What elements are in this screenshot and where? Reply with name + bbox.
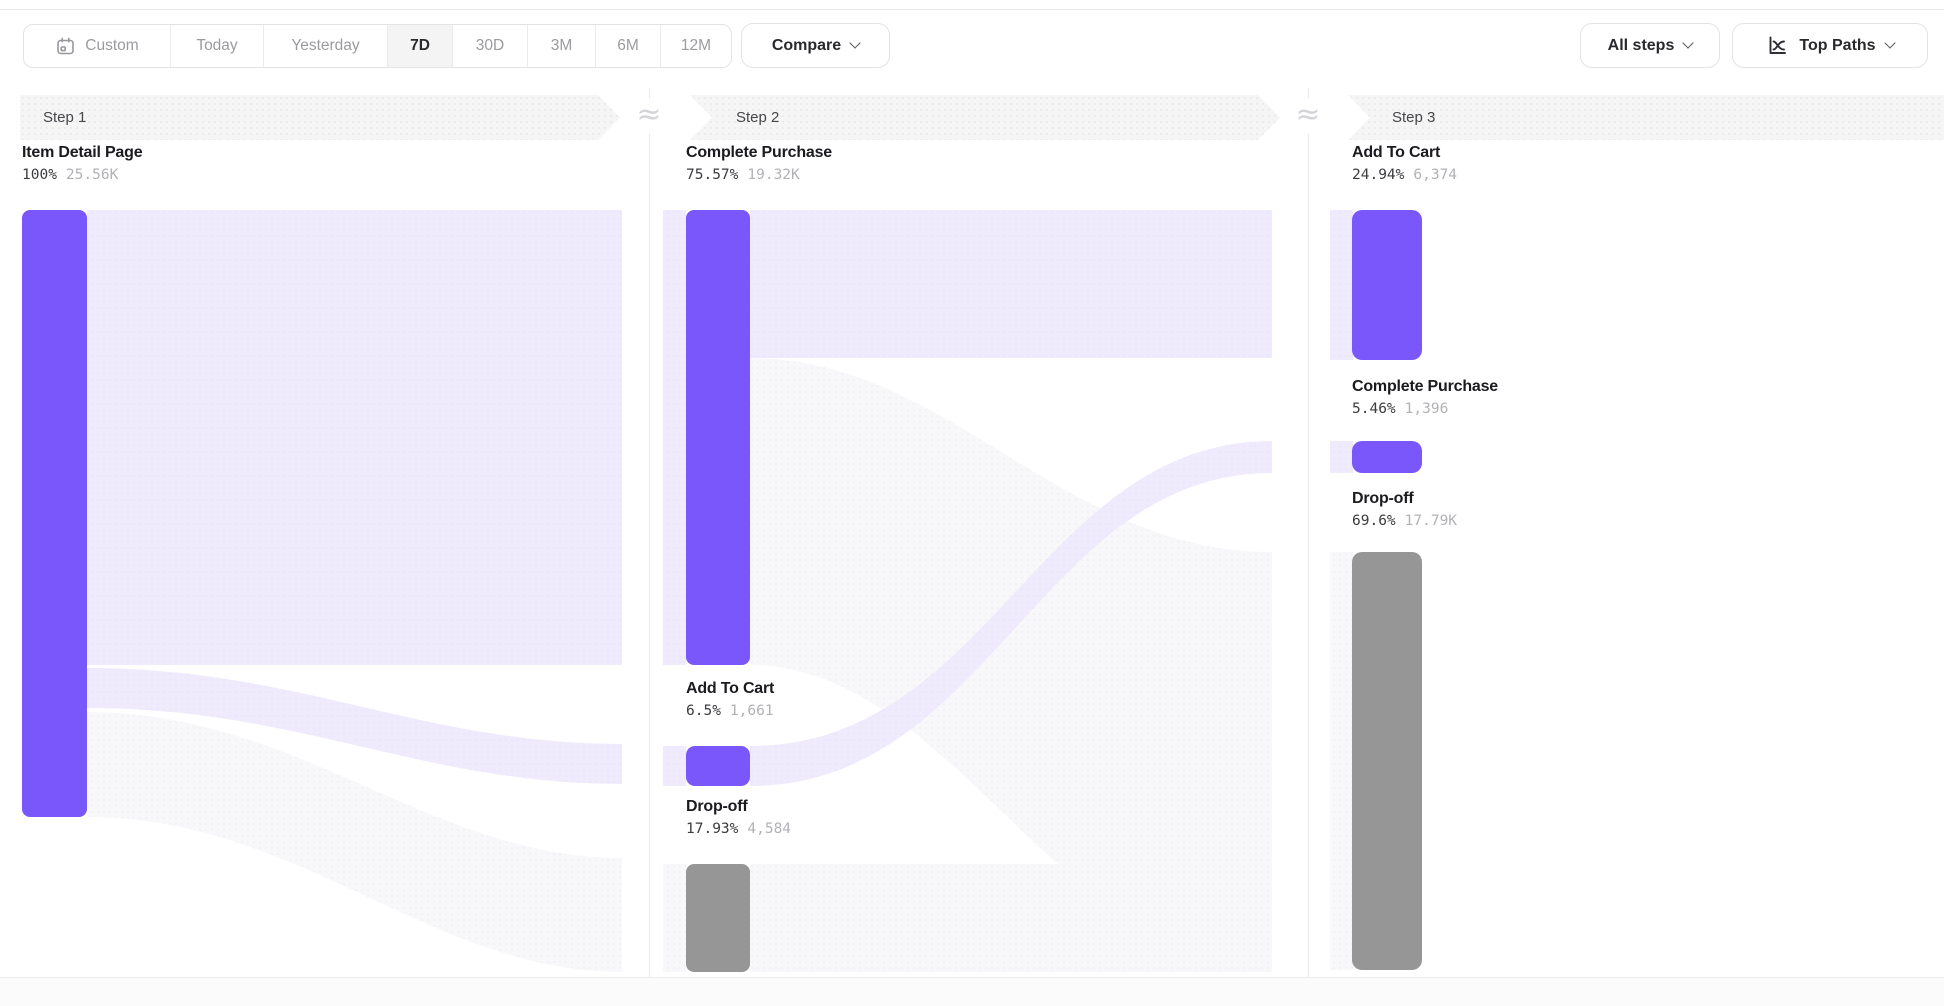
node-label-add-to-cart-2: Add To Cart 6.5% 1,661 (686, 680, 774, 719)
node-label-item-detail-page: Item Detail Page 100% 25.56K (22, 144, 143, 183)
node-label-add-to-cart-3: Add To Cart 24.94% 6,374 (1352, 144, 1457, 183)
date-range-yesterday[interactable]: Yesterday (264, 25, 388, 67)
top-paths-icon (1766, 34, 1789, 57)
date-range-label: 3M (550, 37, 573, 54)
flow-dropoff2-continuation (750, 864, 1272, 972)
all-steps-dropdown[interactable]: All steps (1580, 23, 1720, 68)
node-percent: 6.5% (686, 703, 721, 719)
step-2-header: Step 2 (736, 109, 780, 126)
date-range-control: Custom Today Yesterday 7D 30D 3M 6M 12M (23, 24, 732, 68)
all-steps-label: All steps (1607, 36, 1675, 54)
node-name: Complete Purchase (1352, 378, 1498, 395)
date-range-label: 6M (617, 37, 639, 54)
flow-cp2-to-dropoff3 (750, 358, 1272, 967)
connector-atc2 (663, 746, 686, 786)
connector-dropoff3 (1330, 552, 1353, 970)
date-range-label: Today (196, 37, 238, 54)
date-range-6m[interactable]: 6M (596, 25, 661, 67)
node-name: Add To Cart (686, 680, 775, 697)
step-1-banner: Step 1 (20, 95, 620, 140)
node-percent: 24.94% (1352, 167, 1405, 183)
node-name: Complete Purchase (686, 144, 832, 161)
node-percent: 69.6% (1352, 513, 1396, 529)
approx-squiggle-icon: ≈ (1291, 98, 1325, 134)
node-percent: 5.46% (1352, 401, 1396, 417)
date-range-custom[interactable]: Custom (24, 25, 171, 67)
node-bar-step1-item-detail-page[interactable] (22, 210, 87, 817)
flow-atc2-to-cp3 (750, 441, 1272, 786)
node-count: 1,396 (1404, 401, 1449, 417)
date-range-3m[interactable]: 3M (528, 25, 596, 67)
connector-cp2 (663, 210, 686, 665)
date-range-label: 12M (680, 37, 712, 54)
node-label-dropoff-2: Drop-off 17.93% 4,584 (686, 798, 791, 837)
compare-button[interactable]: Compare (741, 23, 890, 68)
date-range-7d[interactable]: 7D (388, 25, 453, 67)
node-count: 25.56K (65, 167, 119, 183)
node-count: 4,584 (747, 821, 792, 837)
view-mode-dropdown[interactable]: Top Paths (1732, 23, 1928, 68)
node-percent: 100% (22, 167, 57, 183)
bottom-edge (0, 977, 1944, 1006)
node-name: Add To Cart (1352, 144, 1441, 161)
connector-atc3 (1330, 210, 1353, 360)
node-count: 6,374 (1413, 167, 1458, 183)
date-range-label: 7D (410, 37, 430, 54)
node-count: 19.32K (747, 167, 800, 183)
node-bar-step3-complete-purchase[interactable] (1352, 441, 1422, 473)
node-bar-step2-dropoff[interactable] (686, 864, 750, 972)
node-name: Drop-off (1352, 490, 1414, 507)
node-name: Drop-off (686, 798, 748, 815)
flow-idp-to-complete-purchase2 (87, 210, 622, 665)
top-divider (0, 9, 1944, 10)
node-count: 17.79K (1404, 513, 1458, 529)
flow-idp-to-dropoff2 (87, 712, 622, 972)
node-label-dropoff-3: Drop-off 69.6% 17.79K (1352, 490, 1457, 529)
step-2-banner: Step 2 (690, 95, 1280, 140)
column-divider (649, 88, 650, 977)
flow-cp2-to-add-to-cart3 (750, 210, 1272, 358)
node-percent: 75.57% (686, 167, 739, 183)
top-paths-label: Top Paths (1799, 36, 1876, 54)
node-count: 1,661 (729, 703, 774, 719)
date-range-label: Yesterday (291, 37, 360, 54)
node-bar-step2-complete-purchase[interactable] (686, 210, 750, 665)
connector-cp3 (1330, 441, 1353, 473)
step-1-header: Step 1 (43, 109, 87, 126)
step-3-header: Step 3 (1392, 109, 1436, 126)
date-range-12m[interactable]: 12M (661, 25, 731, 67)
date-range-30d[interactable]: 30D (453, 25, 528, 67)
connector-dropoff2 (663, 864, 686, 972)
node-percent: 17.93% (686, 821, 739, 837)
calendar-icon (55, 36, 76, 57)
node-name: Item Detail Page (22, 144, 143, 161)
node-bar-step2-add-to-cart[interactable] (686, 746, 750, 786)
node-bar-step3-add-to-cart[interactable] (1352, 210, 1422, 360)
date-range-today[interactable]: Today (171, 25, 264, 67)
flow-idp-to-add-to-cart2 (87, 668, 622, 784)
node-bar-step3-dropoff[interactable] (1352, 552, 1422, 970)
step-3-banner: Step 3 (1348, 95, 1944, 140)
node-label-complete-purchase-3: Complete Purchase 5.46% 1,396 (1352, 378, 1498, 417)
approx-squiggle-icon: ≈ (632, 98, 666, 134)
column-divider (1308, 88, 1309, 977)
date-range-label: Custom (85, 37, 139, 54)
date-range-label: 30D (475, 37, 505, 54)
node-label-complete-purchase-2: Complete Purchase 75.57% 19.32K (686, 144, 832, 183)
compare-label: Compare (771, 36, 842, 54)
